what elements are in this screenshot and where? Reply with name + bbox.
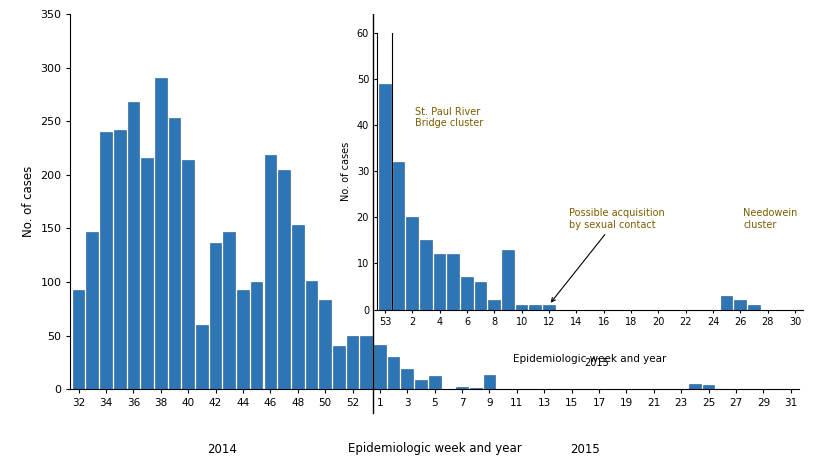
Bar <box>702 385 714 389</box>
Bar <box>406 217 418 310</box>
Bar <box>141 158 153 389</box>
Bar <box>100 132 112 389</box>
Bar <box>734 300 745 310</box>
Bar <box>251 282 262 389</box>
Text: St. Paul River
Bridge cluster: St. Paul River Bridge cluster <box>414 106 483 128</box>
Bar <box>292 225 304 389</box>
Bar <box>223 232 235 389</box>
Bar <box>379 83 390 310</box>
Bar <box>182 160 194 389</box>
Bar <box>470 388 481 389</box>
Bar <box>483 375 495 389</box>
Bar <box>461 277 472 310</box>
Bar <box>169 118 180 389</box>
Bar <box>319 300 331 389</box>
Bar <box>401 369 413 389</box>
Text: 2014: 2014 <box>208 443 237 456</box>
Bar <box>209 243 221 389</box>
Text: Possible acquisition
by sexual contact: Possible acquisition by sexual contact <box>551 208 664 302</box>
Text: Epidemiologic week and year: Epidemiologic week and year <box>513 354 666 364</box>
Text: 2015: 2015 <box>570 443 600 456</box>
Bar <box>501 250 513 310</box>
Bar <box>73 289 84 389</box>
Bar <box>688 384 700 389</box>
Bar <box>374 345 385 389</box>
Bar <box>528 305 540 310</box>
Bar <box>278 169 289 389</box>
Y-axis label: No. of cases: No. of cases <box>341 142 351 201</box>
Bar <box>515 305 527 310</box>
Bar <box>456 387 467 389</box>
Bar <box>86 232 98 389</box>
Text: 2015: 2015 <box>584 358 609 368</box>
Bar <box>237 289 248 389</box>
Bar <box>305 281 317 389</box>
Bar <box>155 78 166 389</box>
Bar <box>387 357 399 389</box>
Bar <box>428 377 440 389</box>
Bar <box>264 154 276 389</box>
Bar <box>196 325 208 389</box>
Bar <box>347 336 358 389</box>
Bar <box>720 296 732 310</box>
Bar <box>474 282 485 310</box>
Text: Epidemiologic week and year: Epidemiologic week and year <box>347 442 521 455</box>
Bar <box>419 240 431 310</box>
Bar <box>332 347 344 389</box>
Text: Needowein
cluster: Needowein cluster <box>742 208 796 230</box>
Bar <box>447 254 458 310</box>
Bar <box>360 336 371 389</box>
Bar <box>543 305 554 310</box>
Bar <box>127 102 139 389</box>
Bar <box>748 305 759 310</box>
Bar <box>392 162 404 310</box>
Bar <box>114 130 126 389</box>
Y-axis label: No. of cases: No. of cases <box>22 166 35 237</box>
Bar <box>488 300 500 310</box>
Bar <box>414 379 426 389</box>
Bar <box>433 254 445 310</box>
